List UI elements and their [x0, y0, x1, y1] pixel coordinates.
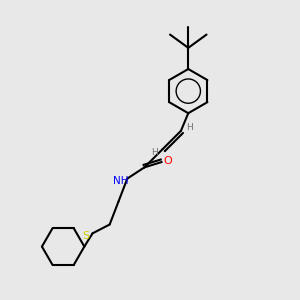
Text: H: H: [151, 148, 158, 157]
Text: S: S: [82, 231, 90, 241]
Text: NH: NH: [113, 176, 129, 186]
Text: O: O: [163, 156, 172, 166]
Text: H: H: [186, 123, 193, 132]
